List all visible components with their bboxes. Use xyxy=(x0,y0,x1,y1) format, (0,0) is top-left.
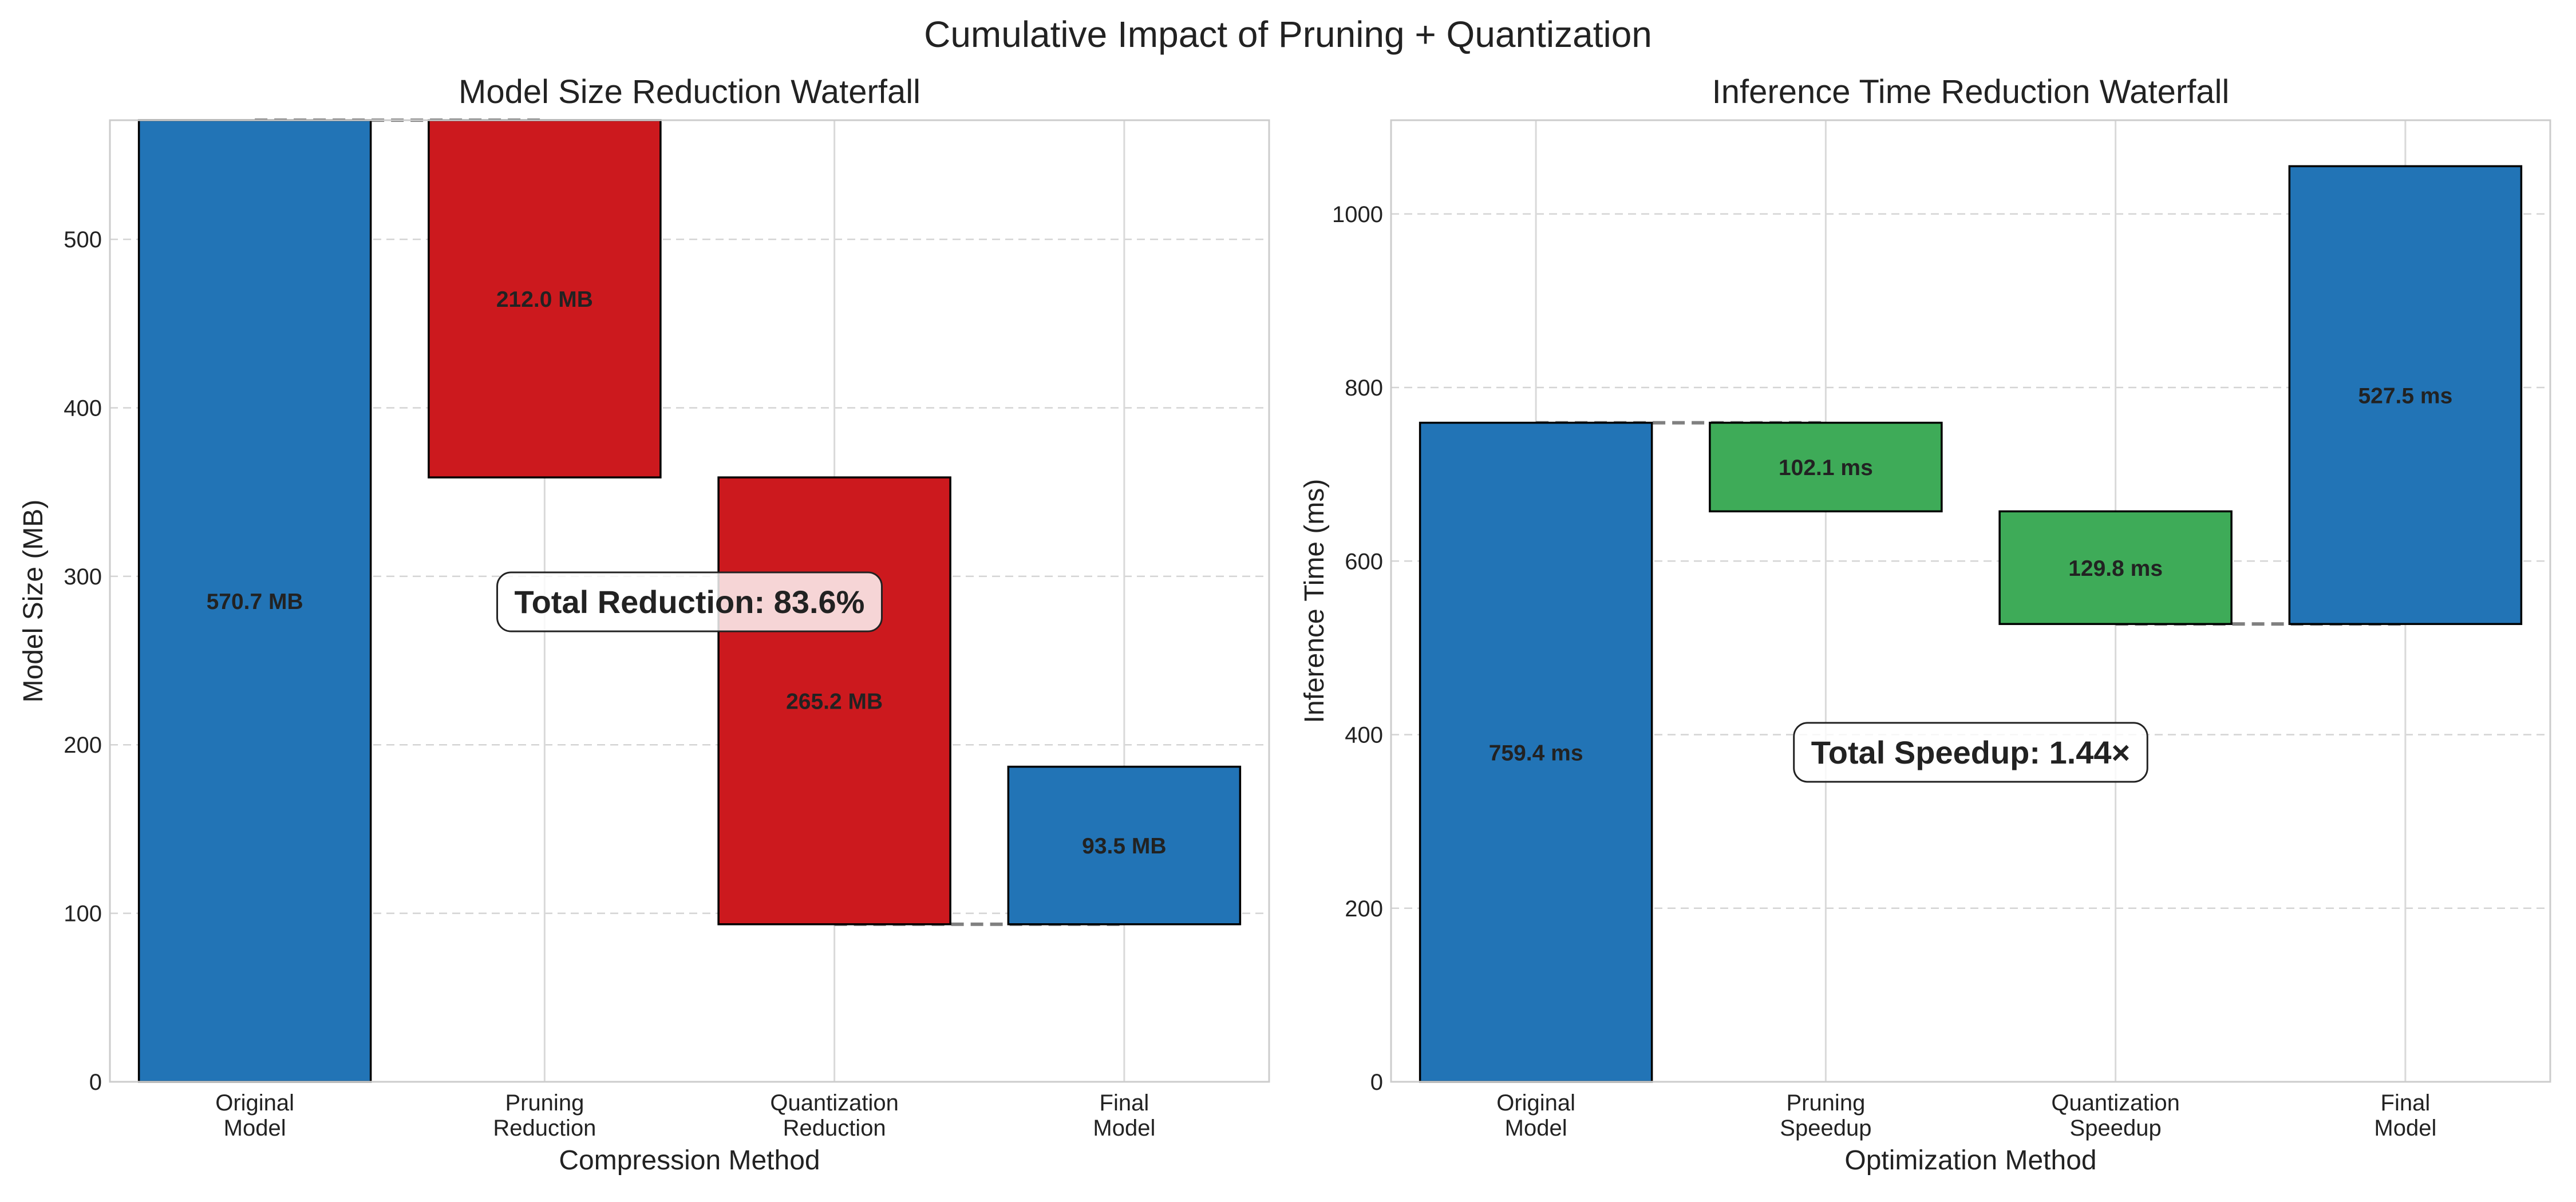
x-tick-label: Quantization xyxy=(770,1090,899,1116)
x-tick-label: Original xyxy=(1496,1090,1575,1116)
bar xyxy=(1007,765,1242,926)
x-tick-label: Reduction xyxy=(783,1116,886,1141)
y-tick-label: 0 xyxy=(1370,1070,1383,1095)
x-axis-label: Compression Method xyxy=(559,1145,820,1176)
x-tick-labels: OriginalModelPruningReductionQuantizatio… xyxy=(215,1090,1155,1141)
chart-title: Inference Time Reduction Waterfall xyxy=(1712,73,2230,110)
x-tick-label: Pruning xyxy=(1786,1090,1865,1116)
total-reduction-annotation: Total Reduction: 83.6% xyxy=(496,571,883,632)
y-tick-label: 500 xyxy=(64,227,102,252)
x-tick-label: Final xyxy=(2381,1090,2431,1116)
model-size-waterfall-chart: 570.7 MB 212.0 MB 265.2 MB 93.5 MB 0 100 200 3… xyxy=(18,73,1270,1176)
y-tick-label: 100 xyxy=(64,902,102,927)
x-tick-label: Model xyxy=(1505,1116,1567,1141)
x-tick-label: Model xyxy=(2374,1116,2436,1141)
bar-value-label: 527.5 ms xyxy=(2358,383,2452,408)
bar-value-label: 129.8 ms xyxy=(2068,556,2163,581)
annotation-box xyxy=(496,571,883,632)
chart-title: Model Size Reduction Waterfall xyxy=(459,73,920,110)
x-tick-label: Quantization xyxy=(2051,1090,2180,1116)
bar xyxy=(1419,421,1653,1083)
y-tick-label: 400 xyxy=(1345,723,1383,748)
inference-time-waterfall-chart: 759.4 ms 102.1 ms 129.8 ms 527.5 ms 0 200 400… xyxy=(1299,73,2551,1176)
y-tick-label: 1000 xyxy=(1332,202,1383,227)
y-tick-label: 200 xyxy=(64,733,102,758)
x-tick-label: Model xyxy=(224,1116,286,1141)
x-tick-label: Speedup xyxy=(2070,1116,2162,1141)
y-tick-label: 300 xyxy=(64,564,102,590)
x-tick-label: Reduction xyxy=(493,1116,596,1141)
plot-border xyxy=(1390,119,2551,1083)
y-axis-label: Inference Time (ms) xyxy=(1299,479,1330,723)
bar-labels: 759.4 ms 102.1 ms 129.8 ms 527.5 ms xyxy=(1489,383,2453,765)
y-tick-label: 0 xyxy=(89,1070,102,1095)
bars xyxy=(137,119,1242,1083)
x-tick-label: Pruning xyxy=(505,1090,584,1116)
bar xyxy=(1998,510,2233,625)
annotation-text: Total Reduction: 83.6% xyxy=(515,584,865,620)
x-tick-label: Speedup xyxy=(1780,1116,1871,1141)
figure-title: Cumulative Impact of Pruning + Quantizat… xyxy=(924,14,1652,55)
y-tick-label: 600 xyxy=(1345,549,1383,574)
x-tick-label: Final xyxy=(1100,1090,1149,1116)
x-tick-labels: OriginalModelPruningSpeedupQuantizationS… xyxy=(1496,1090,2436,1141)
x-axis-label: Optimization Method xyxy=(1844,1145,2096,1176)
bar-labels: 570.7 MB 212.0 MB 265.2 MB 93.5 MB xyxy=(207,287,1167,859)
y-tick-labels: 0 100 200 300 400 500 xyxy=(64,227,102,1095)
bar xyxy=(137,119,372,1083)
bar xyxy=(428,119,662,479)
bar-value-label: 212.0 MB xyxy=(496,287,593,312)
x-tick-label: Original xyxy=(215,1090,294,1116)
bar xyxy=(2288,165,2523,625)
bars xyxy=(1419,165,2523,1083)
annotation-box xyxy=(1793,722,2148,783)
bar xyxy=(1709,421,1943,513)
total-speedup-annotation: Total Speedup: 1.44× xyxy=(1793,722,2148,783)
plot-border xyxy=(109,119,1270,1083)
x-tick-label: Model xyxy=(1093,1116,1155,1141)
bar xyxy=(717,476,951,926)
annotation-text: Total Speedup: 1.44× xyxy=(1811,734,2131,770)
bar-value-label: 759.4 ms xyxy=(1489,741,1583,765)
y-tick-label: 800 xyxy=(1345,375,1383,401)
y-tick-labels: 0 200 400 600 800 1000 xyxy=(1332,202,1383,1095)
y-axis-label: Model Size (MB) xyxy=(18,500,49,703)
bar-value-label: 570.7 MB xyxy=(207,590,303,614)
bar-value-label: 102.1 ms xyxy=(1779,456,1873,480)
y-tick-label: 200 xyxy=(1345,896,1383,922)
bar-value-label: 265.2 MB xyxy=(786,689,883,714)
bar-value-label: 93.5 MB xyxy=(1082,834,1166,859)
y-tick-label: 400 xyxy=(64,396,102,421)
